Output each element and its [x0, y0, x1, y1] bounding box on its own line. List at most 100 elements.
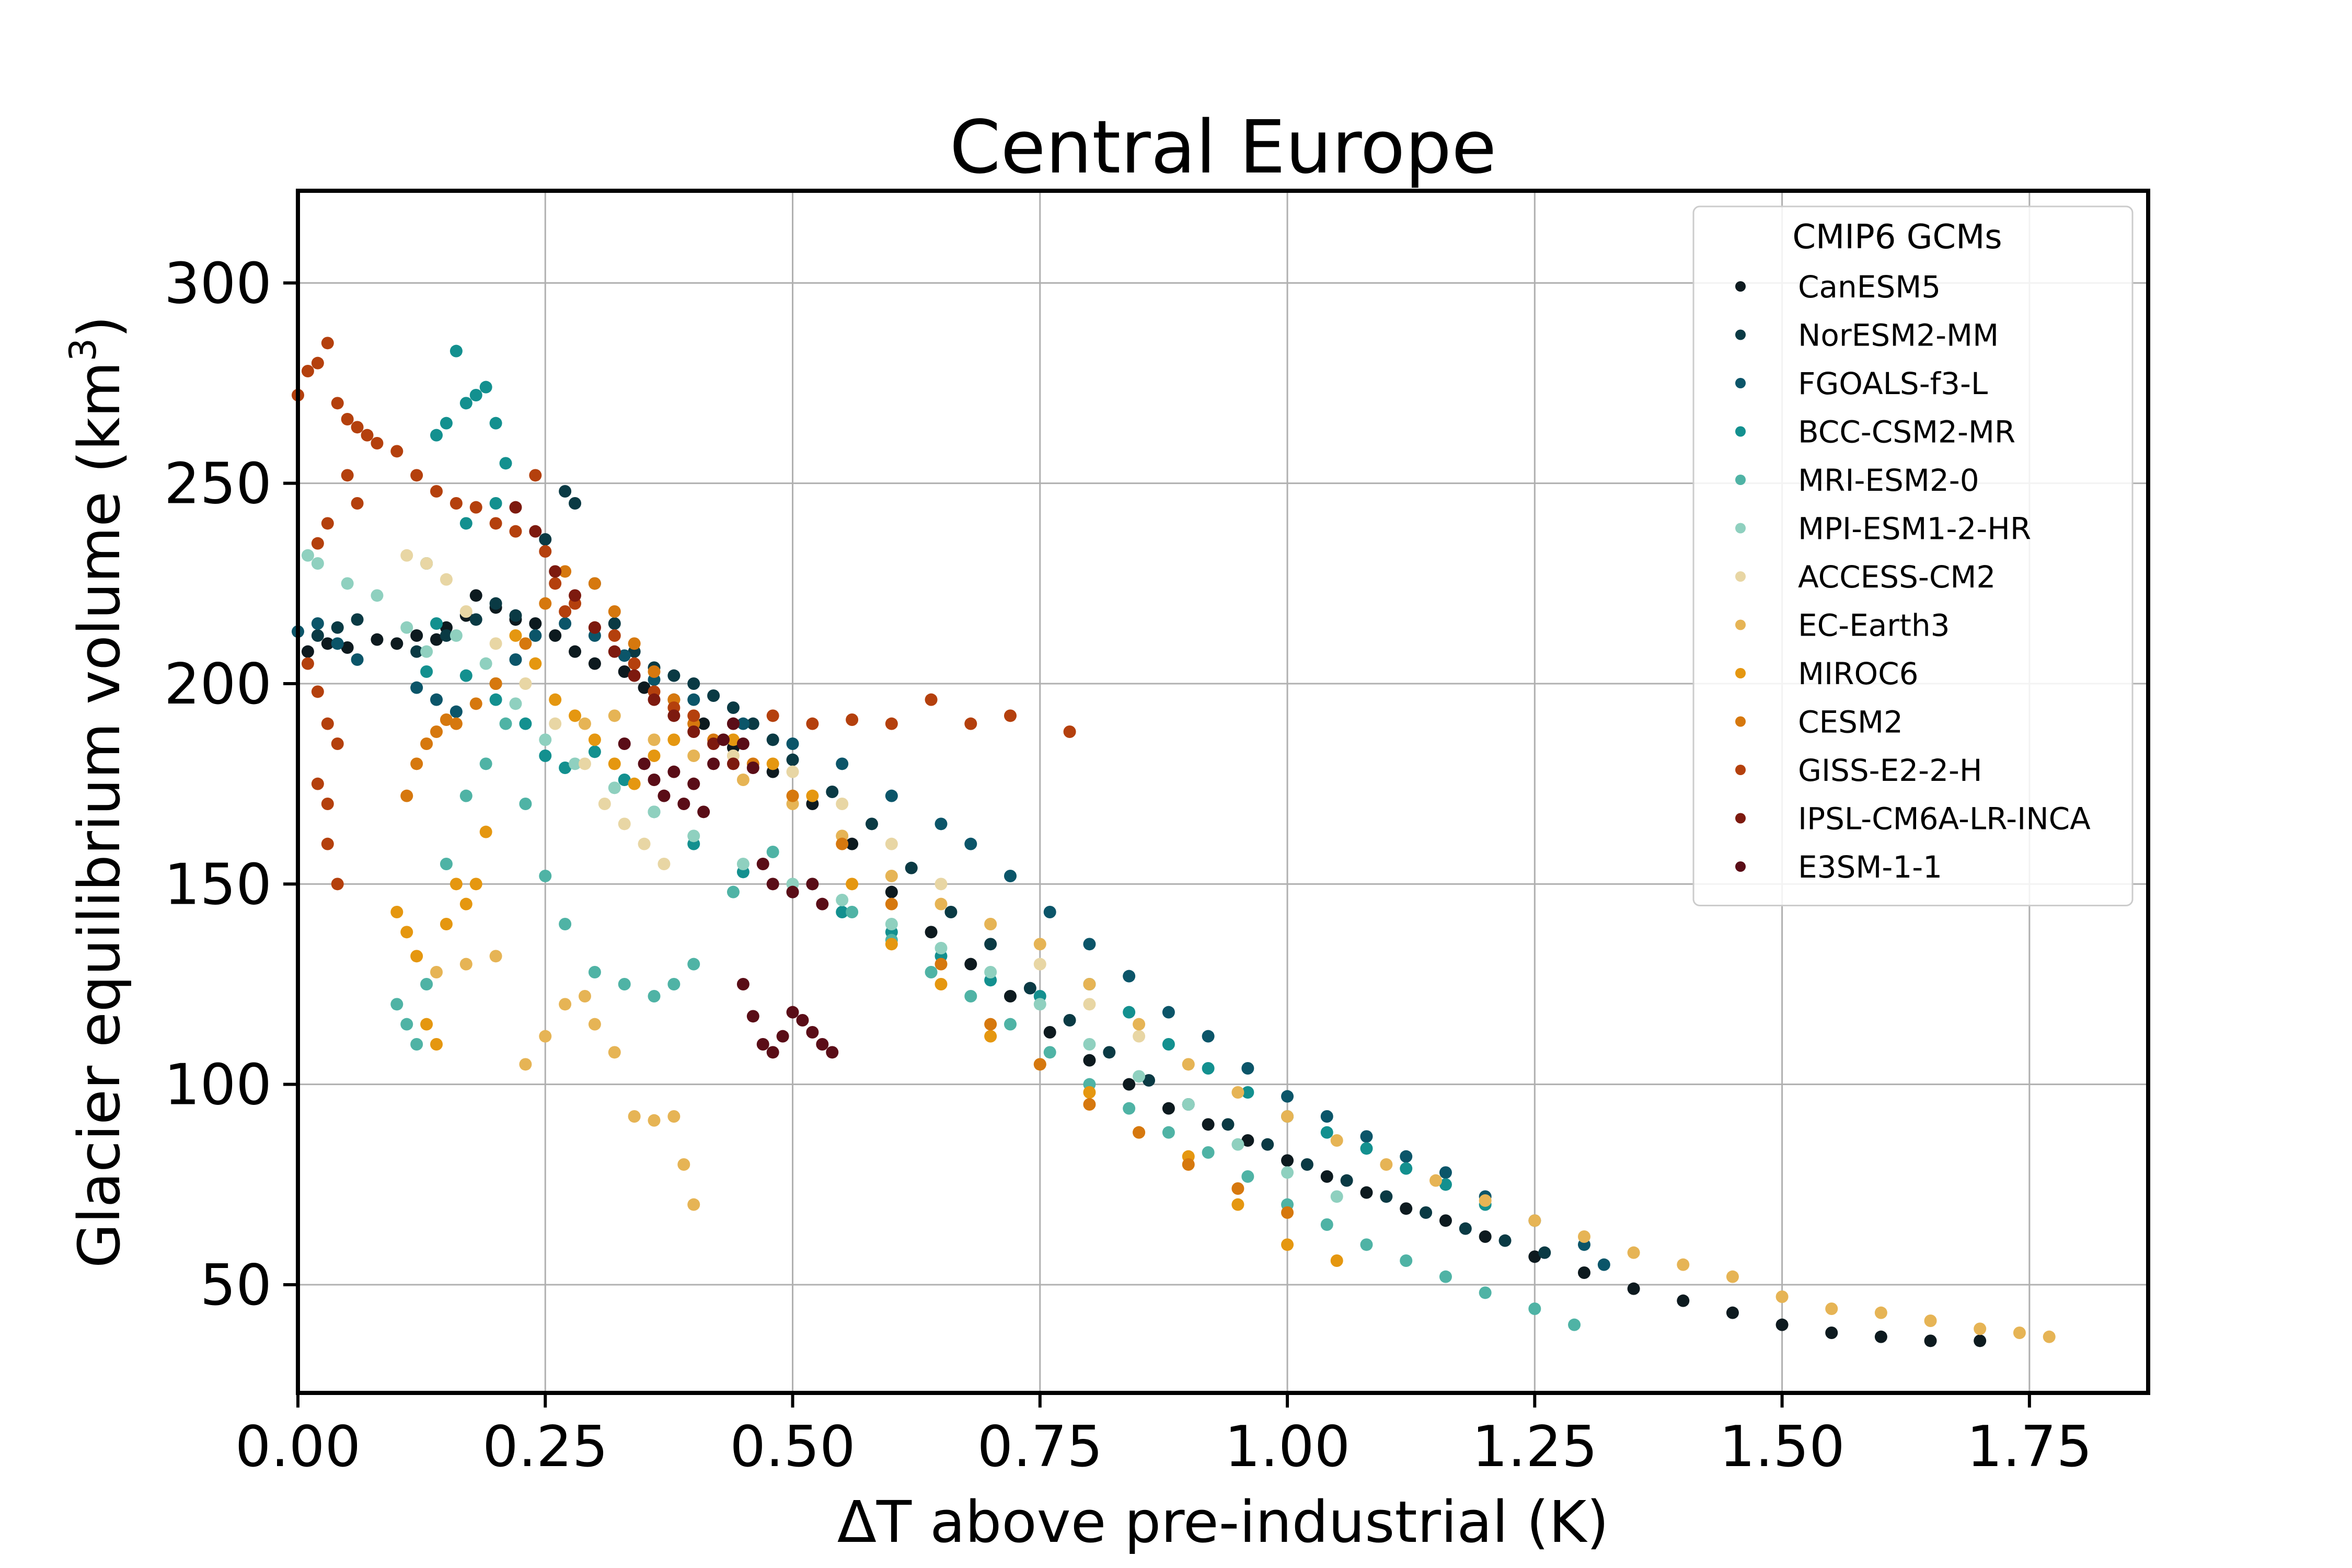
data-point [1023, 982, 1036, 995]
data-point [351, 497, 364, 510]
data-point [766, 757, 779, 770]
data-point [658, 858, 671, 870]
data-point [736, 978, 750, 990]
data-point [608, 605, 621, 618]
data-point [1182, 1058, 1195, 1071]
data-point [1004, 709, 1017, 722]
data-point [479, 657, 492, 670]
data-point [925, 926, 938, 939]
series-miroc6 [390, 629, 1343, 1267]
legend-item: GISS-E2-2-H [1735, 753, 1982, 788]
data-point [885, 837, 898, 850]
data-point [1974, 1334, 1987, 1347]
data-point [1726, 1306, 1739, 1319]
data-point [618, 978, 631, 990]
data-point [1439, 1214, 1452, 1227]
legend-item: MRI-ESM2-0 [1735, 463, 1979, 498]
data-point [569, 497, 582, 510]
data-point [569, 709, 582, 722]
x-tick-label: 0.50 [730, 1414, 855, 1480]
data-point [1281, 1166, 1294, 1179]
data-point [331, 397, 344, 410]
data-point [618, 774, 631, 786]
data-point [1182, 1098, 1195, 1111]
data-point [1004, 1018, 1017, 1031]
data-point [1330, 1134, 1343, 1147]
data-point [588, 745, 601, 758]
data-point [1162, 1038, 1175, 1051]
data-point [400, 1018, 413, 1031]
data-point [1330, 1254, 1343, 1267]
data-point [1924, 1315, 1937, 1327]
data-point [331, 621, 344, 634]
data-point [984, 938, 997, 951]
data-point [479, 381, 492, 394]
data-point [459, 789, 472, 802]
y-axis-label-end: ) [66, 316, 133, 338]
data-point [1281, 1090, 1294, 1103]
y-tick-label: 100 [164, 1053, 272, 1118]
data-point [1133, 1030, 1146, 1043]
data-point [717, 733, 730, 746]
data-point [697, 717, 710, 730]
data-point [766, 733, 779, 746]
data-point [559, 998, 572, 1011]
series-canesm5 [301, 589, 1987, 1347]
data-point [2043, 1330, 2056, 1343]
legend-marker [1735, 861, 1746, 872]
y-tick-label: 150 [164, 852, 272, 917]
data-point [390, 637, 403, 650]
data-point [1083, 1098, 1096, 1111]
legend-label: MRI-ESM2-0 [1798, 463, 1979, 498]
data-point [756, 858, 769, 870]
data-point [1281, 1206, 1294, 1219]
data-point [816, 897, 829, 910]
data-point [1320, 1110, 1333, 1123]
data-point [667, 669, 681, 682]
data-point [410, 757, 423, 770]
data-point [371, 437, 384, 449]
data-point [1874, 1330, 1887, 1343]
data-point [2013, 1327, 2026, 1339]
data-point [420, 1018, 433, 1031]
data-point [539, 533, 552, 546]
data-point [1627, 1282, 1640, 1295]
data-point [648, 693, 661, 706]
data-point [1320, 1126, 1333, 1139]
data-point [1300, 1158, 1313, 1171]
data-point [667, 1110, 681, 1123]
series-access-cm2 [400, 549, 1195, 1071]
data-point [697, 805, 710, 818]
data-point [311, 557, 324, 570]
x-tick-label: 1.00 [1225, 1414, 1350, 1480]
data-point [885, 918, 898, 930]
data-point [1677, 1258, 1690, 1271]
data-point [1577, 1230, 1590, 1243]
data-point [1043, 1046, 1056, 1059]
data-point [727, 701, 740, 714]
data-point [390, 998, 403, 1011]
data-point [648, 1114, 661, 1127]
data-point [935, 958, 948, 971]
data-point [529, 469, 542, 482]
data-point [459, 517, 472, 530]
legend-label: MPI-ESM1-2-HR [1798, 511, 2031, 547]
data-point [736, 737, 750, 750]
data-point [1439, 1166, 1452, 1179]
data-point [964, 990, 977, 1002]
data-point [1360, 1130, 1373, 1143]
data-point [420, 737, 433, 750]
data-point [1241, 1170, 1254, 1183]
data-point [1123, 1006, 1136, 1019]
data-point [806, 717, 819, 730]
data-point [1231, 1138, 1244, 1151]
series-mri-esm2-0 [390, 717, 1581, 1331]
data-point [865, 817, 878, 831]
data-point [1133, 1070, 1146, 1083]
legend-marker [1735, 329, 1746, 340]
data-point [638, 681, 651, 694]
data-point [311, 356, 324, 370]
data-point [430, 1038, 443, 1051]
x-tick-label: 0.00 [235, 1414, 361, 1480]
